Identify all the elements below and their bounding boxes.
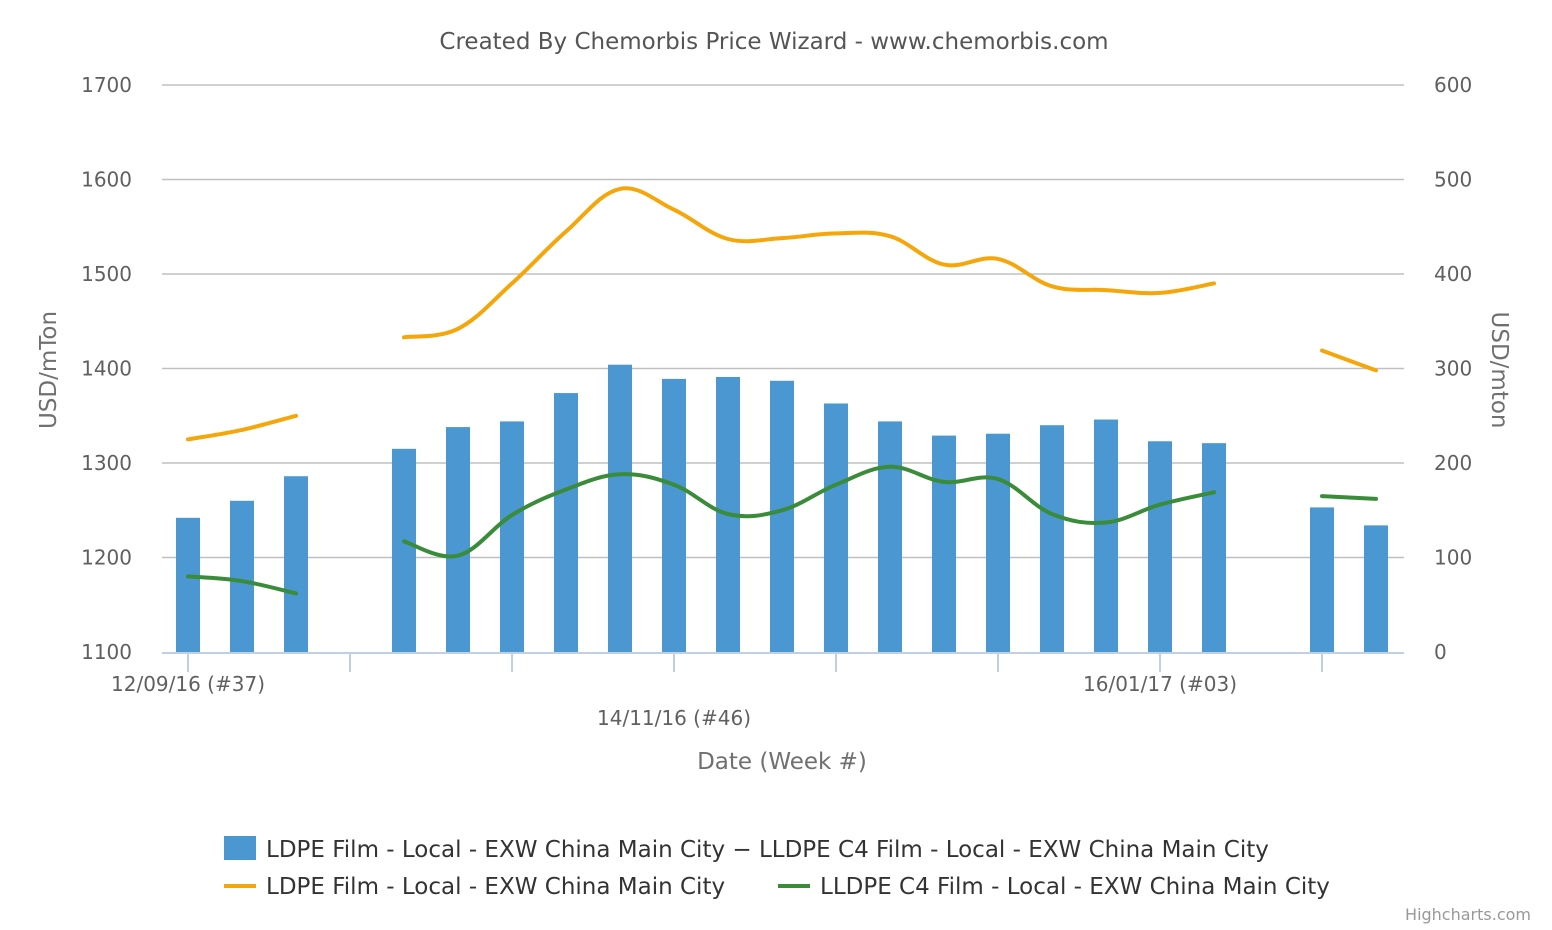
bar[interactable] <box>554 393 578 652</box>
ldpe-line-segment[interactable] <box>1320 348 1378 373</box>
x-tick-label: 16/01/17 (#03) <box>1083 672 1237 696</box>
y-right-tick-label: 100 <box>1434 546 1472 570</box>
y-axis-left-title: USD/mTon <box>36 311 62 429</box>
bar[interactable] <box>500 421 524 652</box>
y-left-tick-label: 1400 <box>81 357 132 381</box>
legend-label-ldpe: LDPE Film - Local - EXW China Main City <box>266 874 725 900</box>
y-axis-right-title: USD/mton <box>1486 312 1512 429</box>
bar[interactable] <box>1364 525 1388 652</box>
y-right-tick-label: 300 <box>1434 357 1472 381</box>
bar[interactable] <box>1202 443 1226 652</box>
legend-label-lldpe: LLDPE C4 Film - Local - EXW China Main C… <box>820 874 1330 900</box>
y-left-tick-label: 1700 <box>81 73 132 97</box>
left-axis-ticks: 1100 1200 1300 1400 1500 1600 1700 <box>81 73 132 664</box>
bar[interactable] <box>1310 507 1334 652</box>
y-right-tick-label: 500 <box>1434 168 1472 192</box>
x-axis: 12/09/16 (#37) 14/11/16 (#46) 16/01/17 (#0… <box>111 652 1404 730</box>
lldpe-line-segment[interactable] <box>1320 494 1378 501</box>
legend-item-ldpe[interactable]: LDPE Film - Local - EXW China Main City <box>224 874 725 900</box>
bar-series <box>176 364 1388 652</box>
y-left-tick-label: 1100 <box>81 640 132 664</box>
legend: LDPE Film - Local - EXW China Main City … <box>224 836 1330 900</box>
y-right-tick-label: 200 <box>1434 451 1472 475</box>
line-series <box>186 186 1378 596</box>
bar[interactable] <box>608 364 632 652</box>
lldpe-line-segment[interactable] <box>402 464 1216 559</box>
legend-swatch-bar <box>224 836 256 860</box>
x-tick-label: 12/09/16 (#37) <box>111 672 265 696</box>
bar[interactable] <box>446 427 470 652</box>
bar[interactable] <box>176 517 200 652</box>
bar[interactable] <box>932 435 956 652</box>
bar[interactable] <box>284 476 308 652</box>
y-right-tick-label: 0 <box>1434 640 1447 664</box>
bar[interactable] <box>770 380 794 652</box>
chart-title: Created By Chemorbis Price Wizard - www.… <box>439 29 1108 55</box>
x-tick-label: 14/11/16 (#46) <box>597 706 751 730</box>
y-left-tick-label: 1600 <box>81 168 132 192</box>
lldpe-line-segment[interactable] <box>186 574 298 596</box>
legend-label-bar: LDPE Film - Local - EXW China Main City … <box>266 837 1269 863</box>
bar[interactable] <box>878 421 902 652</box>
y-left-tick-label: 1300 <box>81 451 132 475</box>
bar[interactable] <box>986 433 1010 652</box>
bar[interactable] <box>662 378 686 652</box>
bar[interactable] <box>392 448 416 652</box>
legend-item-bar[interactable]: LDPE Film - Local - EXW China Main City … <box>224 836 1269 863</box>
bar[interactable] <box>824 403 848 652</box>
y-left-tick-label: 1200 <box>81 546 132 570</box>
y-right-tick-label: 600 <box>1434 73 1472 97</box>
bar[interactable] <box>1094 419 1118 652</box>
legend-item-lldpe[interactable]: LLDPE C4 Film - Local - EXW China Main C… <box>778 874 1330 900</box>
bar[interactable] <box>1148 441 1172 652</box>
y-right-tick-label: 400 <box>1434 262 1472 286</box>
ldpe-line-segment[interactable] <box>402 186 1216 340</box>
grid-lines <box>162 84 1404 559</box>
ldpe-line-segment[interactable] <box>186 413 298 442</box>
credits-link[interactable]: Highcharts.com <box>1405 905 1531 924</box>
x-axis-title: Date (Week #) <box>697 749 867 775</box>
right-axis-ticks: 0 100 200 300 400 500 600 <box>1434 73 1472 664</box>
bar[interactable] <box>1040 425 1064 652</box>
y-left-tick-label: 1500 <box>81 262 132 286</box>
bar[interactable] <box>230 500 254 652</box>
